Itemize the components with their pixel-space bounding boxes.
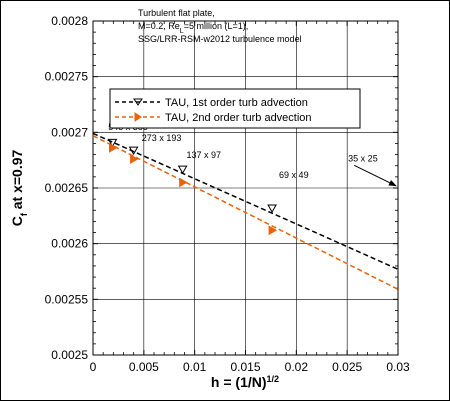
y-tick-label: 0.0026 xyxy=(51,237,88,251)
x-axis-label: h = (1/N)1/2 xyxy=(211,374,279,390)
title-line-3: SSG/LRR-RSM-w2012 turbulence model xyxy=(138,34,302,44)
series-1-point xyxy=(128,146,139,156)
grid-size-label: 69 x 49 xyxy=(279,170,309,180)
legend-box xyxy=(109,88,361,129)
legend: TAU, 1st order turb advection TAU, 2nd o… xyxy=(109,88,361,129)
legend-marker-series-1 xyxy=(133,98,143,106)
series-2-point xyxy=(108,143,118,153)
legend-marker-series-2 xyxy=(134,112,142,122)
x-tick-label: 0.01 xyxy=(183,360,207,374)
series-2-point xyxy=(130,154,139,164)
x-tick-label: 0.03 xyxy=(386,360,410,374)
series-1 xyxy=(92,132,399,270)
y-tick-label: 0.00255 xyxy=(45,292,89,306)
title-line-1: Turbulent flat plate, xyxy=(138,8,215,18)
series-layer xyxy=(92,132,399,290)
x-tick-label: 0.005 xyxy=(129,360,159,374)
series-2-line xyxy=(92,135,399,290)
annotation-arrow xyxy=(353,164,397,187)
x-tick-label: 0 xyxy=(90,360,97,374)
grid-lines xyxy=(92,20,399,356)
y-tick-label: 0.0027 xyxy=(51,125,88,139)
title-line-2: M=0.2, ReL=5 million (L=1), xyxy=(138,21,248,35)
x-tick-label: 0.02 xyxy=(285,360,309,374)
series-2-point xyxy=(179,177,188,188)
y-tick-label: 0.0028 xyxy=(51,14,88,28)
y-tick-label: 0.00265 xyxy=(45,181,89,195)
series-1-point xyxy=(107,138,118,148)
y-axis-label: Cf at x=0.97 xyxy=(9,150,29,227)
series-2-point xyxy=(268,225,278,236)
series-2 xyxy=(92,135,399,290)
legend-label-series-1: TAU, 1st order turb advection xyxy=(165,97,308,109)
grid-size-label: 137 x 97 xyxy=(187,150,222,160)
grid-size-label: 273 x 193 xyxy=(142,133,182,143)
chart-title: Turbulent flat plate, M=0.2, ReL=5 milli… xyxy=(138,8,302,44)
series-1-point xyxy=(177,165,188,175)
y-tick-label: 0.00275 xyxy=(45,70,89,84)
grid-size-label: 35 x 25 xyxy=(348,153,378,163)
x-tick-label: 0.015 xyxy=(230,360,260,374)
y-tick-label: 0.0025 xyxy=(51,348,88,362)
axis-ticks: 0 0.005 0.01 0.015 0.02 0.025 0.03 0.0025 0.0025… xyxy=(45,14,410,374)
legend-label-series-2: TAU, 2nd order turb advection xyxy=(165,112,312,124)
x-tick-label: 0.025 xyxy=(332,360,362,374)
series-1-point xyxy=(267,204,277,214)
